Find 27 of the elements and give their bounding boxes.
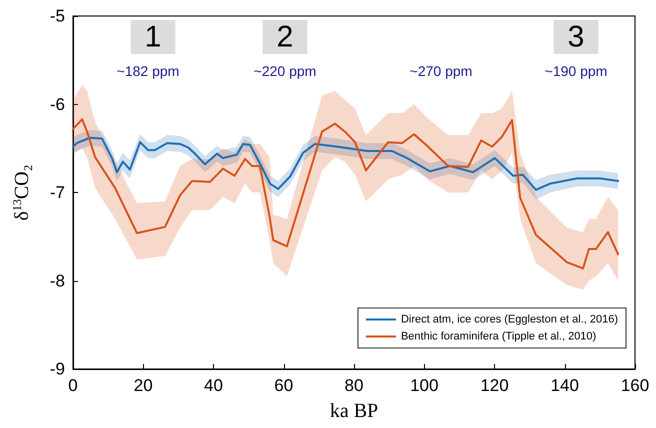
- annotation: ~270 ppm: [410, 63, 472, 79]
- annotation: ~182 ppm: [116, 63, 180, 79]
- x-tick-label: 60: [274, 376, 294, 395]
- y-tick-label: -9: [50, 360, 65, 378]
- x-tick-label: 140: [550, 376, 579, 395]
- line-series: [72, 136, 620, 191]
- y-tick-label: -8: [50, 271, 65, 290]
- x-tick-label: 80: [344, 376, 364, 395]
- annotation: 2: [276, 20, 294, 54]
- legend-label: Benthic foraminifera (Tipple et al., 2010): [400, 330, 596, 342]
- x-tick-label: 20: [134, 376, 153, 395]
- annotation: ~220 ppm: [254, 63, 316, 79]
- annotation: ~190 ppm: [544, 63, 608, 79]
- legend-label: Direct atm, ice cores (Eggleston et al., 2016): [400, 314, 618, 326]
- annotation: 1: [144, 20, 162, 54]
- annotation: 3: [568, 20, 584, 54]
- x-tick-label: 100: [410, 376, 438, 395]
- y-axis-title: δ13CO₂: [10, 164, 33, 221]
- x-tick-label: 160: [620, 376, 650, 395]
- x-tick-label: 0: [68, 376, 78, 395]
- x-tick-label: 40: [204, 376, 223, 395]
- y-tick-label: -5: [50, 6, 65, 26]
- x-tick-label: 120: [480, 376, 509, 395]
- y-tick-label: -7: [50, 183, 65, 202]
- x-axis-title: ka BP: [330, 400, 378, 422]
- y-tick-label: -6: [50, 94, 65, 114]
- line-series: [72, 118, 620, 270]
